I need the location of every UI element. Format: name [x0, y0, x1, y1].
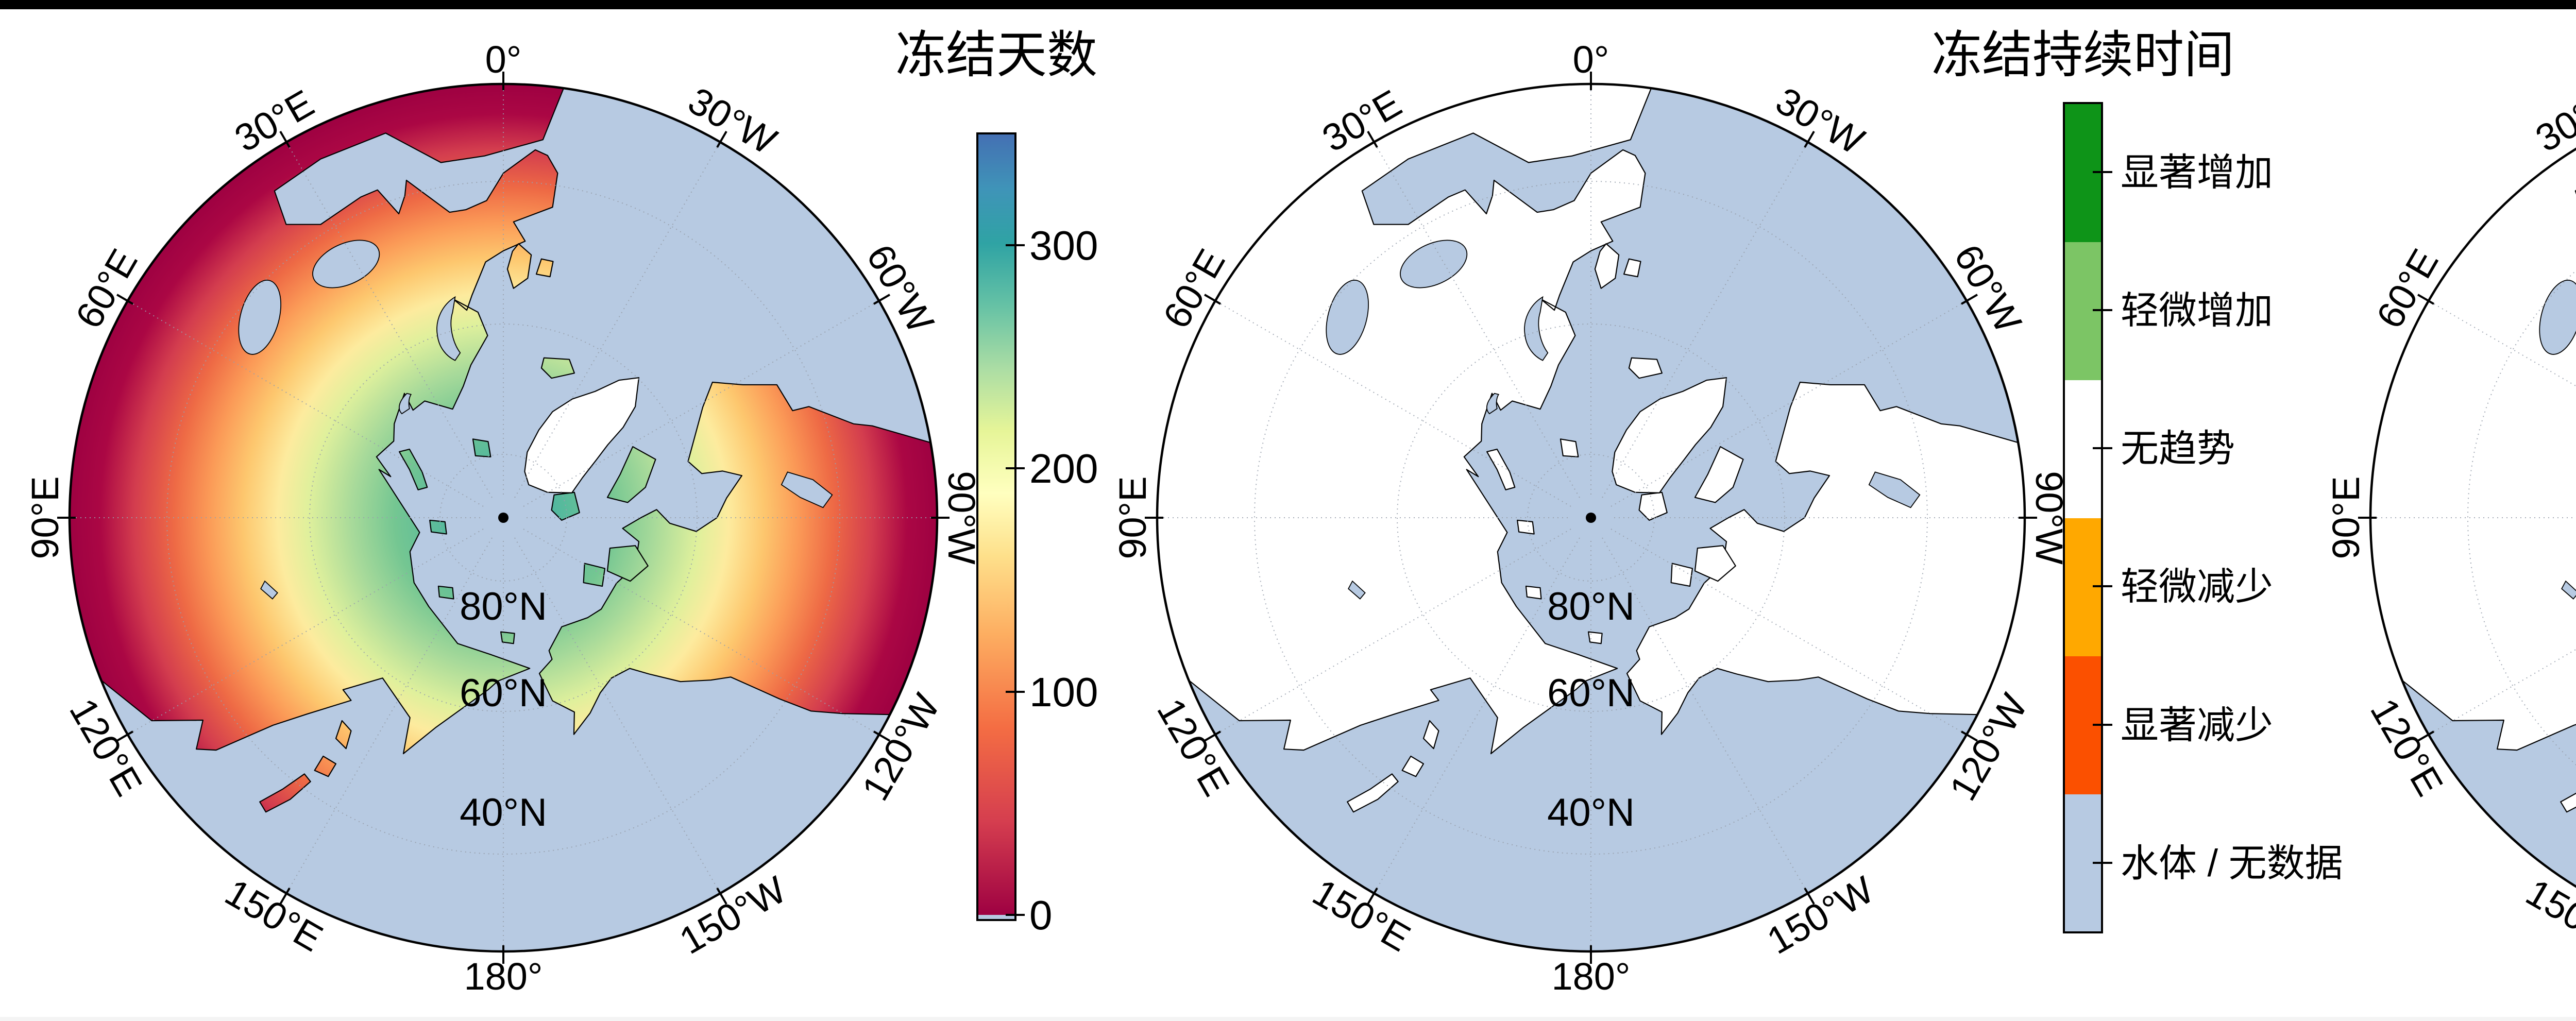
lat-label: 60°N [1547, 671, 1635, 715]
cb-tick-label: 200 [1029, 446, 1098, 491]
legend-label: 显著增加 [2121, 151, 2273, 194]
cb-tick-label: 0 [1029, 892, 1053, 938]
lon-label: 0° [485, 38, 522, 81]
lon-label: 90°E [1111, 476, 1154, 559]
colorbar-freezing-days: 300 200 100 0 [976, 132, 1098, 938]
bottom-gray-strip [0, 1017, 2576, 1021]
map-panel-freezing-days: 冻结天数 [24, 26, 1098, 998]
legend-label: 轻微减少 [2121, 565, 2273, 608]
lon-label: 90°W [940, 471, 983, 565]
colorbar-frame [976, 132, 1016, 921]
top-black-bar [0, 0, 2576, 9]
lon-label: 30°E [2529, 81, 2576, 160]
legend-label: 无趋势 [2121, 427, 2235, 470]
lat-label: 40°N [460, 791, 547, 835]
lon-label: 90°E [2325, 476, 2367, 559]
colorbar-water-strip [978, 915, 1014, 919]
panel-title: 冻结持续时间 [1931, 26, 2234, 83]
cb-tick-label: 300 [1029, 223, 1098, 268]
colorbar-gradient [978, 134, 1014, 915]
lon-label: 90°E [24, 476, 66, 559]
cb-tick-label: 100 [1029, 669, 1098, 715]
lon-label: 0° [1573, 38, 1609, 81]
panel-title: 冻结天数 [895, 26, 1097, 83]
lon-label: 180° [464, 955, 543, 998]
latitude-labels: 80°N 60°N 40°N [460, 585, 547, 835]
lat-label: 80°N [1547, 585, 1635, 628]
lat-label: 80°N [460, 585, 547, 628]
legend-frame [2063, 102, 2103, 933]
map-panel-freezing-duration-trend: 冻结持续时间 [1111, 26, 2343, 998]
latitude-labels: 80°N 60°N 40°N [1547, 585, 1635, 835]
legend-freezing-duration: 显著增加 轻微增加 无趋势 轻微减少 显著减少 水体 / 无数据 [2063, 102, 2343, 933]
map-panel-freezing-onset-trend: 冻结开始时间 [2325, 26, 2576, 998]
legend-label: 显著减少 [2121, 704, 2273, 746]
legend-label: 轻微增加 [2121, 289, 2273, 332]
lon-label: 150°E [2519, 871, 2576, 960]
lat-label: 60°N [460, 671, 547, 715]
legend-label: 水体 / 无数据 [2121, 842, 2343, 884]
lat-label: 40°N [1547, 791, 1635, 835]
lon-label: 180° [1551, 955, 1630, 998]
